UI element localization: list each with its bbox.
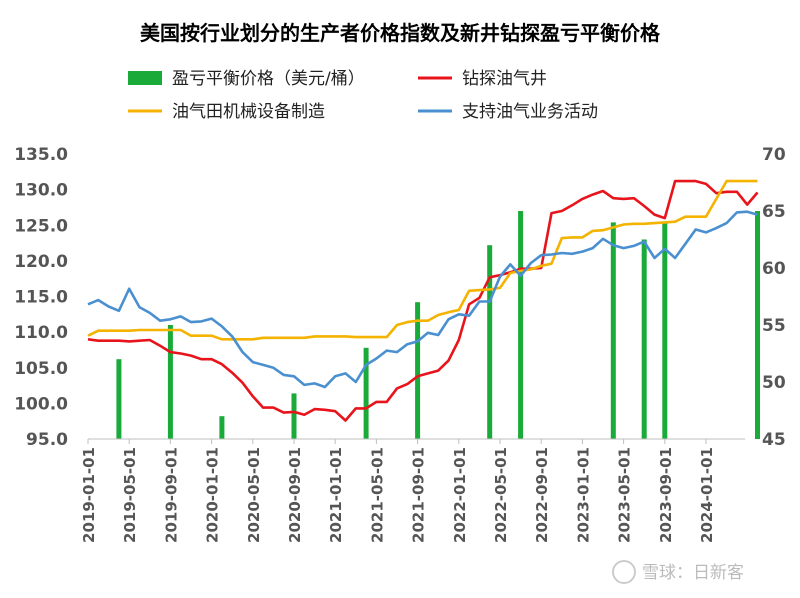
breakeven-bar — [755, 211, 760, 439]
x-tick-label: 2019-01-01 — [80, 447, 98, 543]
right-axis-tick-label: 55 — [762, 316, 786, 336]
snowball-logo-icon — [612, 560, 636, 584]
left-axis-tick-label: 95.0 — [26, 430, 68, 450]
x-tick-label: 2023-01-01 — [574, 447, 592, 543]
left-axis-ticks: 95.0 100.0 105.0 110.0 115.0 120.0 125.0 130.0 1… — [14, 145, 68, 450]
x-tick-label: 2020-01-01 — [204, 447, 222, 543]
legend-item: 支持油气业务活动 — [418, 102, 598, 122]
breakeven-bar — [487, 245, 493, 439]
legend-label: 盈亏平衡价格（美元/桶） — [172, 69, 365, 89]
x-tick-label: 2022-09-01 — [533, 447, 551, 543]
left-axis-tick-label: 135.0 — [14, 145, 68, 165]
left-axis-tick-label: 105.0 — [14, 359, 68, 379]
legend-label: 钻探油气井 — [462, 69, 547, 89]
watermark: 雪球：日新客 — [612, 560, 744, 584]
right-axis-ticks: 45 50 55 60 65 70 — [762, 145, 786, 450]
chart-title: 美国按行业划分的生产者价格指数及新井钻探盈亏平衡价格 — [140, 21, 661, 45]
x-tick-label: 2021-05-01 — [368, 447, 386, 543]
breakeven-bar — [116, 359, 122, 439]
left-axis-tick-label: 115.0 — [14, 288, 68, 308]
breakeven-bar — [291, 393, 297, 439]
x-tick-label: 2019-09-01 — [162, 447, 180, 543]
legend-swatch — [128, 71, 162, 85]
breakeven-bar — [518, 211, 524, 439]
right-axis-tick-label: 65 — [762, 202, 786, 222]
series-lines — [87, 179, 759, 422]
x-axis-ticks: 2019-01-01 2019-05-01 2019-09-01 2020-01-01… — [80, 439, 716, 543]
legend-item: 钻探油气井 — [418, 69, 547, 89]
breakeven-bars — [116, 211, 760, 439]
x-tick-label: 2019-05-01 — [121, 447, 139, 543]
right-axis-tick-label: 60 — [762, 259, 786, 279]
legend-item: 盈亏平衡价格（美元/桶） — [128, 69, 365, 89]
breakeven-bar — [415, 302, 421, 439]
legend-label: 油气田机械设备制造 — [172, 102, 325, 122]
left-axis-tick-label: 125.0 — [14, 216, 68, 236]
right-axis-tick-label: 45 — [762, 430, 786, 450]
watermark-text: 雪球：日新客 — [642, 563, 744, 583]
x-tick-label: 2023-05-01 — [616, 447, 634, 543]
breakeven-bar — [219, 416, 225, 439]
x-tick-label: 2021-01-01 — [327, 447, 345, 543]
x-tick-label: 2022-05-01 — [492, 447, 510, 543]
x-tick-label: 2020-09-01 — [286, 447, 304, 543]
left-axis-tick-label: 120.0 — [14, 252, 68, 272]
left-axis-tick-label: 110.0 — [14, 323, 68, 343]
left-axis-tick-label: 100.0 — [14, 394, 68, 414]
x-tick-label: 2020-05-01 — [245, 447, 263, 543]
left-axis-tick-label: 130.0 — [14, 181, 68, 201]
series-line — [87, 179, 759, 422]
breakeven-bar — [641, 239, 647, 439]
breakeven-bar — [662, 222, 668, 439]
series-line — [87, 179, 758, 341]
x-tick-label: 2022-01-01 — [451, 447, 469, 543]
right-axis-tick-label: 70 — [762, 145, 786, 165]
x-tick-label: 2024-01-01 — [698, 447, 716, 543]
x-tick-label: 2023-09-01 — [657, 447, 675, 543]
breakeven-bar — [363, 347, 369, 439]
series-line — [87, 210, 758, 389]
legend-label: 支持油气业务活动 — [462, 102, 598, 122]
right-axis-tick-label: 50 — [762, 373, 786, 393]
breakeven-bar — [610, 222, 616, 439]
x-tick-label: 2021-09-01 — [410, 447, 428, 543]
breakeven-bar — [167, 325, 173, 439]
legend-item: 油气田机械设备制造 — [128, 102, 325, 122]
